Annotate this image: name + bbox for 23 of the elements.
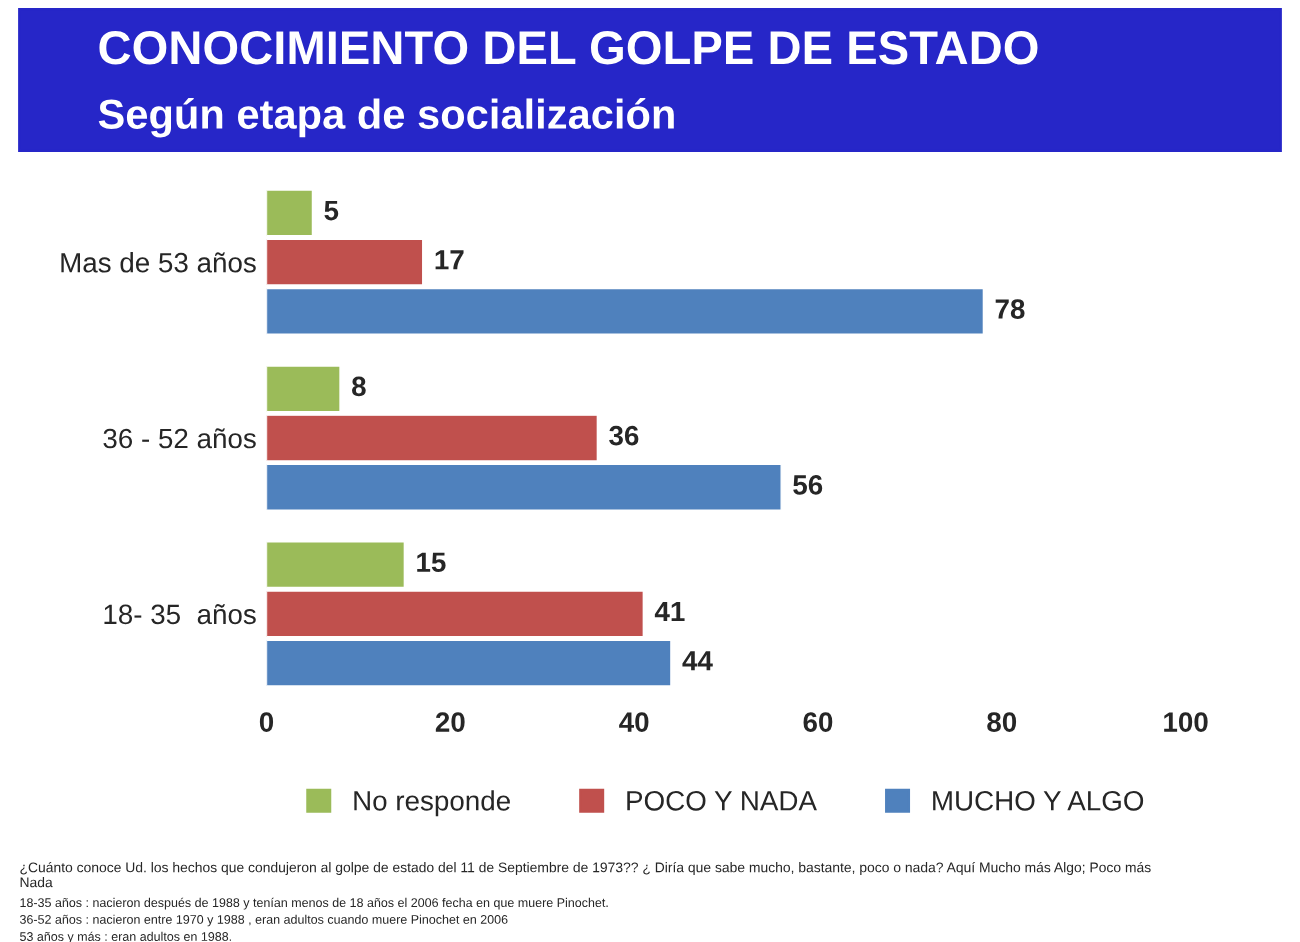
data-label: 56 [793,475,823,495]
data-label: 44 [682,651,713,671]
x-tick-label: 60 [803,712,833,732]
data-label: 8 [352,376,366,397]
y-tick-label: 18- 35 años [104,604,256,625]
x-tick-label: 0 [259,712,274,732]
legend-label: No responde [354,790,510,817]
data-label: 36 [609,425,639,446]
data-label: 41 [654,601,685,622]
y-tick-label: Mas de 53 años [61,252,256,273]
x-tick-label: 100 [1164,712,1208,732]
data-label: 17 [435,250,464,270]
chart-subtitle: Según etapa de socialización [98,98,674,138]
legend-label: POCO Y NADA [627,790,817,811]
x-tick-label: 80 [987,712,1017,732]
data-label: 78 [995,299,1025,319]
data-label: 15 [417,552,446,573]
x-tick-label: 20 [435,712,465,732]
chart-title: CONOCIMIENTO DEL GOLPE DE ESTADO [99,31,1038,65]
legend-label: MUCHO Y ALGO [933,790,1144,811]
x-tick-label: 40 [619,712,649,732]
y-tick-label: 36 - 52 años [103,428,256,449]
data-label: 5 [324,201,339,221]
